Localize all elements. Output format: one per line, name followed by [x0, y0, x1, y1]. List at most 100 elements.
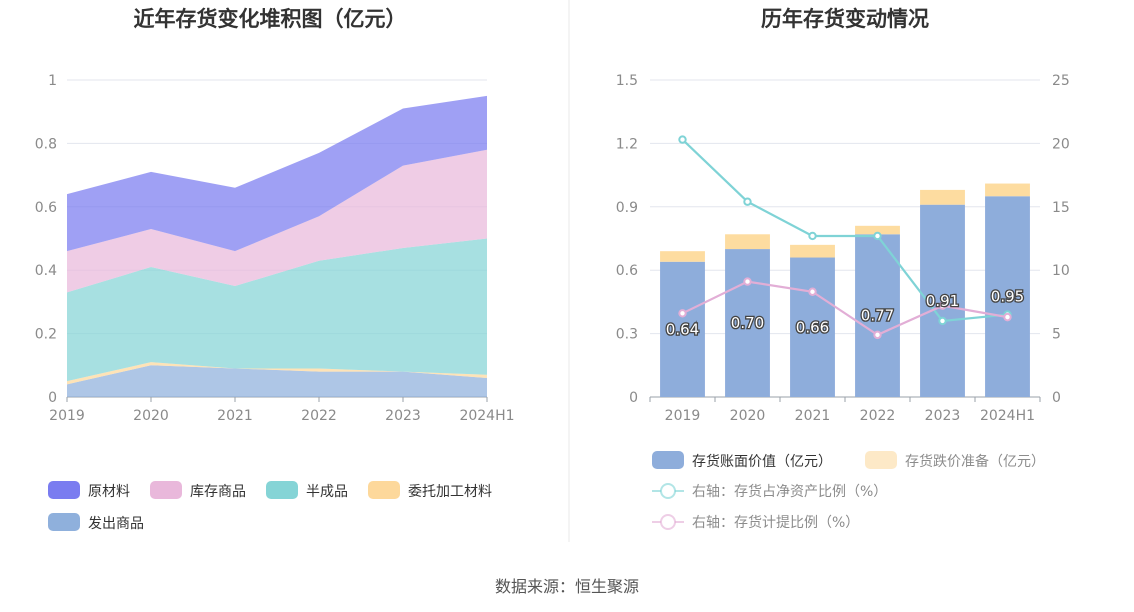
- bar-data-label: 0.91: [926, 292, 959, 310]
- legend-item-bar-value: 存货账面价值（亿元）: [652, 451, 832, 470]
- left-y-tick-label: 0.8: [35, 136, 57, 152]
- legend-swatch: [48, 481, 80, 499]
- legend-item-发出商品: 发出商品: [48, 513, 144, 532]
- bar-存货账面价值（亿元）: [725, 249, 770, 397]
- legend-item-半成品: 半成品: [266, 481, 348, 500]
- line-右轴：存货占净资产比例（%）: [681, 138, 1008, 323]
- legend-marker: [660, 483, 676, 499]
- line-point: [938, 301, 947, 310]
- left-x-tick-label: 2022: [301, 408, 337, 424]
- right-y-tick-label: 0.6: [616, 263, 638, 279]
- legend-swatch: [865, 451, 897, 469]
- legend-label: 委托加工材料: [408, 484, 492, 500]
- legend-item-委托加工材料: 委托加工材料: [368, 481, 492, 500]
- right-chart-lines: [678, 135, 1012, 340]
- right-chart-grid: [650, 79, 1040, 398]
- left-y-tick-label: 1: [48, 73, 57, 89]
- line-point: [678, 309, 687, 318]
- left-x-tick-label: 2024H1: [459, 408, 514, 424]
- legend-label: 存货账面价值（亿元）: [692, 453, 832, 470]
- bar-data-label: 0.64: [666, 320, 699, 338]
- legend-label: 存货跌价准备（亿元）: [905, 453, 1045, 470]
- left-y-tick-label: 0.4: [35, 263, 57, 279]
- right-y2-tick-label: 0: [1052, 390, 1061, 406]
- bar-data-label: 0.77: [861, 307, 894, 325]
- line-右轴：存货计提比例（%）: [682, 280, 1008, 337]
- right-y2-tick-label: 20: [1052, 136, 1070, 152]
- area-series-半成品: [67, 238, 487, 382]
- data-source-text: 数据来源：恒生聚源: [495, 577, 639, 596]
- right-y-tick-label: 0.9: [616, 200, 638, 216]
- right-x-tick-label: 2020: [730, 408, 766, 424]
- left-chart-title: 近年存货变化堆积图（亿元）: [134, 7, 407, 31]
- right-chart-x-axis: 2019 2020 2021 2022 2023 2024H1: [649, 397, 1041, 424]
- bar-存货跌价准备（亿元）: [920, 189, 965, 205]
- line-point: [808, 231, 817, 241]
- right-chart-legend: 存货账面价值（亿元） 存货跌价准备（亿元） 右轴：存货占净资产比例（%） 右轴：存货计…: [652, 451, 1045, 531]
- right-y2-tick-label: 15: [1052, 200, 1070, 216]
- right-chart-bars: [660, 183, 1030, 397]
- line-point: [743, 277, 752, 286]
- area-series-库存商品: [67, 149, 487, 293]
- bar-存货账面价值（亿元）: [790, 257, 835, 397]
- bar-存货跌价准备（亿元）: [985, 183, 1030, 197]
- right-y-tick-label: 0.3: [616, 327, 638, 343]
- left-chart-areas: [67, 95, 487, 397]
- bar-存货跌价准备（亿元）: [855, 225, 900, 235]
- right-y-tick-label: 1.5: [616, 73, 638, 89]
- left-y-tick-label: 0.6: [35, 200, 57, 216]
- line-point: [873, 231, 882, 241]
- legend-label: 原材料: [88, 484, 130, 500]
- bar-存货跌价准备（亿元）: [660, 251, 705, 262]
- bar-data-label: 0.66: [796, 318, 829, 336]
- left-x-tick-label: 2021: [217, 408, 253, 424]
- legend-item-bar-provision: 存货跌价准备（亿元）: [865, 451, 1045, 470]
- left-chart-y-axis: 0 0.2 0.4 0.6 0.8 1: [35, 73, 57, 406]
- left-x-tick-label: 2019: [49, 408, 85, 424]
- legend-label: 半成品: [306, 484, 348, 500]
- legend-swatch: [652, 451, 684, 469]
- right-y-tick-label: 1.2: [616, 136, 638, 152]
- right-chart-y2-axis: 0 5 10 15 20 25: [1052, 73, 1070, 406]
- legend-swatch: [368, 481, 400, 499]
- bar-存货跌价准备（亿元）: [790, 244, 835, 258]
- line-point: [1003, 312, 1012, 322]
- area-series-发出商品: [67, 365, 487, 397]
- left-x-tick-label: 2020: [133, 408, 169, 424]
- right-x-tick-label: 2019: [665, 408, 701, 424]
- right-chart-title: 历年存货变动情况: [761, 7, 929, 31]
- legend-item-库存商品: 库存商品: [150, 481, 246, 500]
- right-y2-tick-label: 10: [1052, 263, 1070, 279]
- right-x-tick-label: 2023: [925, 408, 961, 424]
- left-y-tick-label: 0.2: [35, 327, 57, 343]
- bar-data-label: 0.95: [991, 288, 1024, 306]
- left-x-tick-label: 2023: [385, 408, 421, 424]
- left-chart-x-axis: 2019 2020 2021 2022 2023 2024H1: [49, 397, 515, 424]
- legend-label: 库存商品: [190, 484, 246, 500]
- legend-swatch: [266, 481, 298, 499]
- bar-存货账面价值（亿元）: [660, 261, 705, 397]
- right-y-tick-label: 0: [629, 390, 638, 406]
- left-y-tick-label: 0: [48, 390, 57, 406]
- bar-存货账面价值（亿元）: [855, 234, 900, 397]
- line-point: [678, 135, 687, 144]
- line-point: [873, 330, 882, 340]
- right-y2-tick-label: 25: [1052, 73, 1070, 89]
- legend-item-原材料: 原材料: [48, 481, 130, 500]
- legend-item-line: 右轴：存货占净资产比例（%）: [652, 483, 887, 500]
- right-x-tick-label: 2024H1: [980, 408, 1035, 424]
- legend-swatch: [48, 513, 80, 531]
- line-point: [808, 287, 817, 296]
- legend-label: 发出商品: [88, 516, 144, 532]
- right-chart-bar-labels: 0.64 0.70 0.66 0.77 0.91 0.95: [664, 286, 1025, 339]
- right-chart-y-axis: 0 0.3 0.6 0.9 1.2 1.5: [616, 73, 638, 406]
- right-x-tick-label: 2021: [795, 408, 831, 424]
- bar-data-label: 0.70: [731, 314, 764, 332]
- line-point: [938, 316, 947, 326]
- line-point: [743, 197, 752, 206]
- legend-label: 右轴：存货计提比例（%）: [692, 514, 859, 531]
- right-y2-tick-label: 5: [1052, 327, 1061, 343]
- bar-存货账面价值（亿元）: [985, 196, 1030, 397]
